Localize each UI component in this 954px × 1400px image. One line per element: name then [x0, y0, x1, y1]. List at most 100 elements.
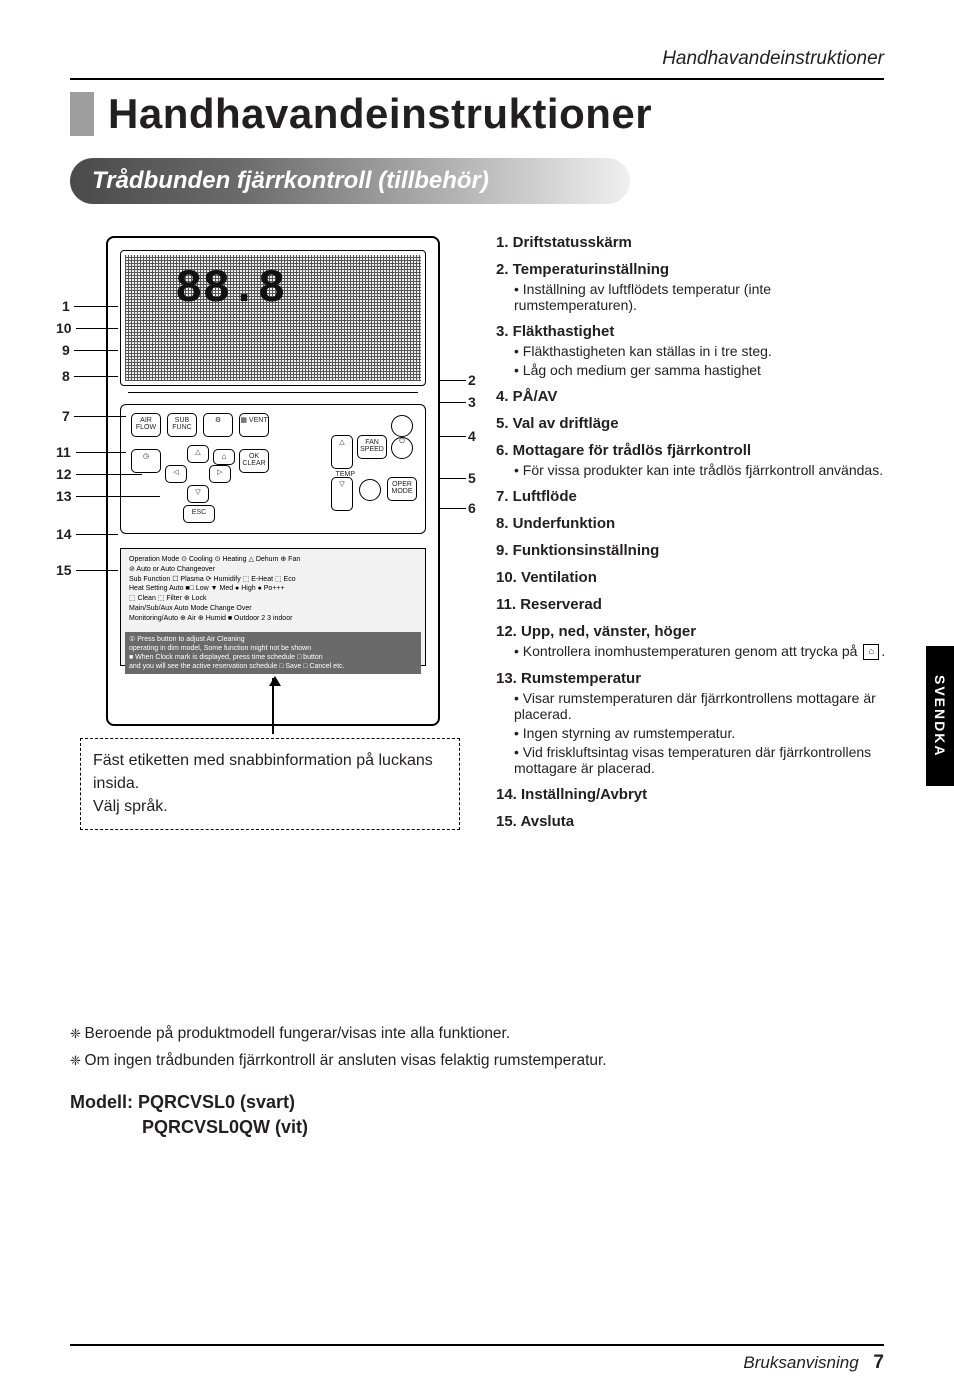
remote-screen-outer: 88.8 — [120, 250, 426, 386]
feature-heading: 8. Underfunktion — [496, 515, 891, 532]
info-line: ■ When Clock mark is displayed, press ti… — [129, 653, 417, 662]
feature-heading: 2. Temperaturinställning — [496, 261, 891, 278]
feature-item: 2. Temperaturinställning Inställning av l… — [496, 261, 891, 313]
title-row: Handhavandeinstruktioner — [70, 90, 884, 138]
gear-button[interactable]: ⚙ — [203, 413, 233, 437]
home-button[interactable]: ⌂ — [213, 449, 235, 465]
callout-15: 15 — [56, 562, 72, 578]
feature-item: 14. Inställning/Avbryt — [496, 786, 891, 803]
home-icon: ⌂ — [863, 644, 879, 660]
up-button[interactable]: △ — [187, 445, 209, 463]
feature-subline: Fläkthastigheten kan ställas in i tre st… — [514, 343, 891, 359]
feature-item: 13. Rumstemperatur Visar rumstemperaturen… — [496, 670, 891, 776]
footer: Bruksanvisning 7 — [743, 1352, 884, 1374]
remote-illustration: 88.8 AIR FLOW SUB FUNC ⚙ ▦ VENT ◷ △ ◁ ▷ … — [106, 236, 440, 726]
note-line: Om ingen trådbunden fjärrkontroll är ans… — [70, 1049, 607, 1074]
feature-heading: 4. PÅ/AV — [496, 388, 891, 405]
note-line: Beroende på produktmodell fungerar/visas… — [70, 1022, 607, 1047]
feature-list: 1. Driftstatusskärm 2. Temperaturinställn… — [496, 234, 891, 840]
feature-heading: 15. Avsluta — [496, 813, 891, 830]
title-accent — [70, 92, 94, 136]
feature-item: 9. Funktionsinställning — [496, 542, 891, 559]
callout-9: 9 — [62, 342, 70, 358]
feature-item: 8. Underfunktion — [496, 515, 891, 532]
ok-button[interactable]: OK CLEAR — [239, 449, 269, 473]
feature-subline: Visar rumstemperaturen där fjärrkontroll… — [514, 690, 891, 722]
bottom-notes: Beroende på produktmodell fungerar/visas… — [70, 1020, 607, 1076]
callout-6: 6 — [468, 500, 476, 516]
info-line: Monitoring/Auto ⊕ Air ⊕ Humid ■ Outdoor … — [129, 614, 417, 624]
arrow — [272, 678, 274, 734]
dashed-line: Välj språk. — [93, 795, 447, 818]
callout-7: 7 — [62, 408, 70, 424]
info-line: and you will see the active reservation … — [129, 662, 417, 671]
info-line: Sub Function ☐ Plasma ⟳ Humidify ⬚ E-Hea… — [129, 575, 417, 585]
remote-info-label: Operation Mode ⊙ Cooling ⊙ Heating △ Deh… — [120, 548, 426, 666]
callout-2: 2 — [468, 372, 476, 388]
left-button[interactable]: ◁ — [165, 465, 187, 483]
language-tab: SVENDKA — [926, 646, 954, 786]
feature-item: 4. PÅ/AV — [496, 388, 891, 405]
page: Handhavandeinstruktioner Handhavandeinst… — [0, 0, 954, 1400]
footer-rule — [70, 1344, 884, 1346]
power-button[interactable]: ⏻ — [391, 437, 413, 459]
feature-heading: 5. Val av driftläge — [496, 415, 891, 432]
model-l2: PQRCVSL0QW (vit) — [70, 1115, 308, 1140]
callout-3: 3 — [468, 394, 476, 410]
screen-big-digits: 88.8 — [175, 263, 285, 315]
callout-4: 4 — [468, 428, 476, 444]
feature-item: 10. Ventilation — [496, 569, 891, 586]
right-button[interactable]: ▷ — [209, 465, 231, 483]
info-line: ① Press button to adjust Air Cleaning — [129, 635, 417, 644]
info-dark: ① Press button to adjust Air Cleaning op… — [125, 632, 421, 674]
feature-subline: Vid friskluftsintag visas temperaturen d… — [514, 744, 891, 776]
callout-12: 12 — [56, 466, 72, 482]
down-button[interactable]: ▽ — [187, 485, 209, 503]
feature-item: 1. Driftstatusskärm — [496, 234, 891, 251]
ir-window — [391, 415, 413, 437]
callout-14: 14 — [56, 526, 72, 542]
dashed-line: Fäst etiketten med snabbinformation på l… — [93, 749, 447, 795]
feature-subline: Kontrollera inomhustemperaturen genom at… — [514, 643, 891, 660]
remote-hinge — [128, 392, 418, 399]
clock-button[interactable]: ◷ — [131, 449, 161, 473]
model-l1: Modell: PQRCVSL0 (svart) — [70, 1090, 308, 1115]
feature-heading: 14. Inställning/Avbryt — [496, 786, 891, 803]
feature-subline: Ingen styrning av rumstemperatur. — [514, 725, 891, 741]
info-line: Operation Mode ⊙ Cooling ⊙ Heating △ Deh… — [129, 555, 417, 565]
callout-5: 5 — [468, 470, 476, 486]
running-header: Handhavandeinstruktioner — [662, 48, 884, 70]
vent-button[interactable]: ▦ VENT — [239, 413, 269, 437]
feature-heading: 11. Reserverad — [496, 596, 891, 613]
oper-mode-button[interactable]: OPER MODE — [387, 477, 417, 501]
info-line: operating in dim model, Some function mi… — [129, 644, 417, 653]
footer-text: Bruksanvisning — [743, 1353, 858, 1372]
dashed-note-box: Fäst etiketten med snabbinformation på l… — [80, 738, 460, 830]
feature-heading: 1. Driftstatusskärm — [496, 234, 891, 251]
fan-button[interactable]: FAN SPEED — [357, 435, 387, 459]
header-rule — [70, 78, 884, 80]
remote-screen: 88.8 — [125, 255, 421, 381]
feature-item: 6. Mottagare för trådlös fjärrkontrollFö… — [496, 442, 891, 478]
subfunc-button[interactable]: SUB FUNC — [167, 413, 197, 437]
feature-subline: Låg och medium ger samma hastighet — [514, 362, 891, 378]
feature-item: 12. Upp, ned, vänster, höger Kontrollera … — [496, 623, 891, 660]
info-line: ⊘ Auto or Auto Changeover — [129, 565, 417, 575]
esc-button[interactable]: ESC — [183, 505, 215, 523]
feature-heading: 13. Rumstemperatur — [496, 670, 891, 687]
feature-subline: Inställning av luftflödets temperatur (i… — [514, 281, 891, 313]
feature-item: 5. Val av driftläge — [496, 415, 891, 432]
feature-item: 7. Luftflöde — [496, 488, 891, 505]
info-line: Main/Sub/Aux Auto Mode Change Over — [129, 604, 417, 614]
callout-8: 8 — [62, 368, 70, 384]
model-info: Modell: PQRCVSL0 (svart) PQRCVSL0QW (vit… — [70, 1090, 308, 1140]
section-subtitle: Trådbunden fjärrkontroll (tillbehör) — [70, 158, 630, 204]
callout-13: 13 — [56, 488, 72, 504]
page-title: Handhavandeinstruktioner — [108, 90, 652, 138]
feature-heading: 3. Fläkthastighet — [496, 323, 891, 340]
temp-up-button[interactable]: △ — [331, 435, 353, 469]
feature-heading: 12. Upp, ned, vänster, höger — [496, 623, 891, 640]
airflow-button[interactable]: AIR FLOW — [131, 413, 161, 437]
temp-down-button[interactable]: ▽ — [331, 477, 353, 511]
dot-left-button[interactable] — [359, 479, 381, 501]
